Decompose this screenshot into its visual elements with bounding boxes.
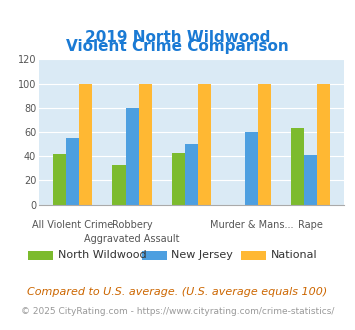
Text: New Jersey: New Jersey — [171, 250, 233, 260]
Bar — [172, 152, 185, 205]
Text: 2019 North Wildwood: 2019 North Wildwood — [85, 30, 270, 45]
Bar — [53, 154, 66, 205]
Bar — [185, 144, 198, 205]
Bar — [304, 155, 317, 205]
Text: All Violent Crime: All Violent Crime — [32, 220, 113, 230]
Bar — [79, 83, 92, 205]
Bar — [126, 108, 139, 205]
Text: Rape: Rape — [299, 220, 323, 230]
Text: Compared to U.S. average. (U.S. average equals 100): Compared to U.S. average. (U.S. average … — [27, 287, 328, 297]
Bar — [139, 83, 152, 205]
Bar — [198, 83, 211, 205]
Text: © 2025 CityRating.com - https://www.cityrating.com/crime-statistics/: © 2025 CityRating.com - https://www.city… — [21, 307, 334, 316]
Text: North Wildwood: North Wildwood — [58, 250, 147, 260]
Bar — [66, 138, 79, 205]
Text: Murder & Mans...: Murder & Mans... — [209, 220, 293, 230]
Bar — [291, 128, 304, 205]
Text: Violent Crime Comparison: Violent Crime Comparison — [66, 40, 289, 54]
Text: Aggravated Assault: Aggravated Assault — [84, 234, 180, 244]
Text: Robbery: Robbery — [112, 220, 152, 230]
Bar — [245, 132, 258, 205]
Bar — [317, 83, 331, 205]
Bar — [113, 165, 126, 205]
Text: National: National — [271, 250, 317, 260]
Bar — [258, 83, 271, 205]
